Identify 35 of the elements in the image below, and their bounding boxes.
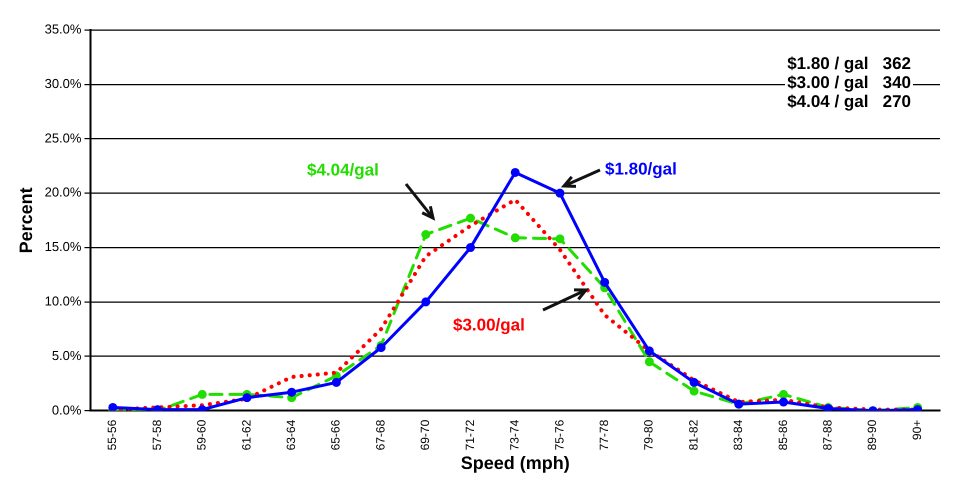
x-tick-label: 77-78 xyxy=(596,419,611,450)
annotation: $4.04 / gal 270 xyxy=(785,92,913,111)
annotation: $1.80 / gal 362 xyxy=(785,54,913,73)
y-axis-title: Percent xyxy=(16,187,36,254)
y-tick-label: 35.0% xyxy=(44,22,82,37)
x-tick-label: 69-70 xyxy=(418,419,432,450)
x-tick-label: 71-72 xyxy=(462,419,477,450)
x-tick-label: 89-90 xyxy=(865,419,880,450)
x-tick-label: 79-80 xyxy=(642,419,656,450)
text: $4.04/gal xyxy=(307,160,379,180)
x-tick-label: 57-58 xyxy=(150,419,164,450)
x-tick-label: 87-88 xyxy=(820,419,835,450)
x-tick-label: 85-86 xyxy=(776,419,790,450)
x-tick-label: 59-60 xyxy=(194,419,209,450)
x-tick-label: 83-84 xyxy=(731,419,746,450)
y-tick-label: 5.0% xyxy=(52,348,82,363)
y-tick-label: 10.0% xyxy=(44,294,82,309)
y-tick-label: 0.0% xyxy=(52,402,82,418)
x-tick-label: 61-62 xyxy=(239,419,254,450)
x-tick-label: 55-56 xyxy=(105,419,120,450)
annotation: $3.00 / gal 340 xyxy=(785,73,913,92)
x-tick-label: 63-64 xyxy=(284,419,298,450)
x-tick-label: 65-66 xyxy=(328,419,343,450)
x-axis-title: Speed (mph) xyxy=(460,453,570,474)
x-tick-label: 90+ xyxy=(910,420,924,440)
text: $1.80/gal xyxy=(605,160,677,179)
x-tick-label: 73-74 xyxy=(508,419,522,450)
y-tick-label: 20.0% xyxy=(44,184,82,200)
text: $3.00/gal xyxy=(453,316,525,335)
y-tick-label: 15.0% xyxy=(44,239,82,254)
x-tick-label: 75-76 xyxy=(552,419,566,450)
x-tick-label: 81-82 xyxy=(686,419,700,450)
y-tick-label: 30.0% xyxy=(44,76,82,91)
x-tick-label: 67-68 xyxy=(373,419,388,450)
y-tick-label: 25.0% xyxy=(44,130,82,146)
